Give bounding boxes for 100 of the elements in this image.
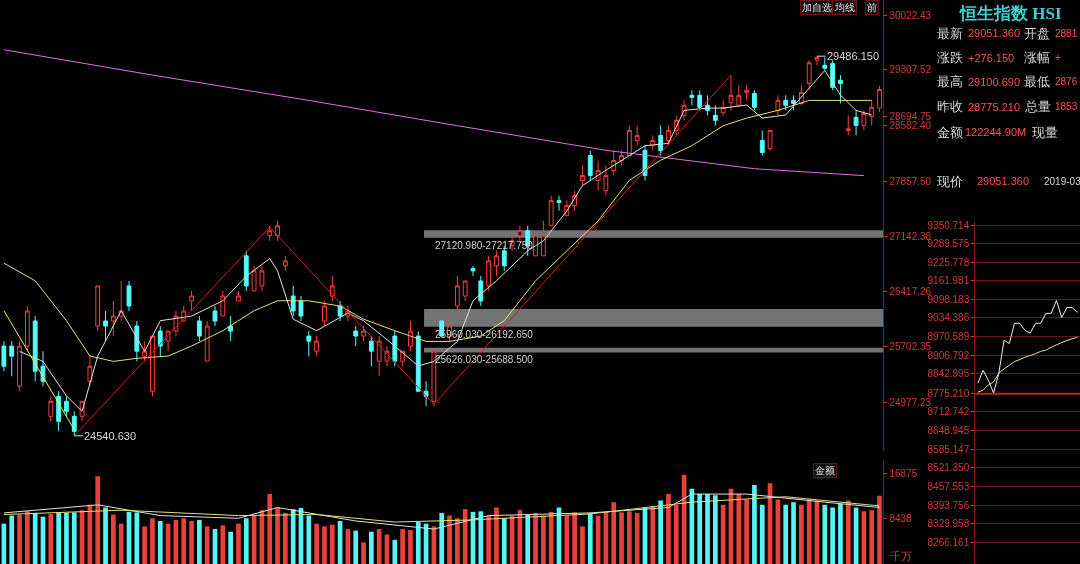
bar (142, 526, 147, 564)
candlestick (775, 94, 781, 116)
candlestick (337, 300, 343, 322)
bar (220, 525, 226, 564)
candlestick (470, 265, 476, 277)
bar (376, 529, 382, 564)
candlestick (267, 225, 273, 242)
candlestick (196, 315, 202, 342)
annotation: 29486.150 (827, 50, 879, 62)
bar (95, 476, 101, 564)
candlestick (759, 129, 765, 157)
candlestick (587, 149, 593, 182)
candlestick (595, 160, 601, 192)
candlestick (259, 265, 265, 292)
text: 最高 (937, 74, 963, 89)
bar (799, 504, 804, 564)
y-tick-label: 28694.75 (889, 111, 932, 123)
y-axis-title: 千万 (890, 550, 912, 562)
candlestick (228, 315, 234, 342)
bar (634, 512, 640, 564)
candlestick (728, 74, 734, 111)
line-series (3, 493, 881, 530)
bar (56, 512, 61, 564)
candlestick (408, 320, 413, 352)
bar (783, 504, 789, 564)
y-tick-label: 8970.589 (927, 331, 970, 343)
bar (736, 494, 742, 564)
candlestick (611, 149, 617, 177)
y-tick-label: 27857.50 (889, 175, 932, 187)
bar (759, 504, 765, 564)
bar (329, 524, 335, 564)
candlestick (251, 265, 257, 292)
bar (619, 512, 624, 564)
bar (650, 505, 656, 564)
text: +276.150 (968, 52, 1015, 64)
bar (611, 502, 617, 564)
bar (32, 512, 38, 564)
candlestick (353, 325, 359, 347)
candlestick (658, 124, 664, 157)
candlestick (791, 94, 796, 111)
text: 122244.90M (965, 126, 1027, 138)
line-series (19, 69, 873, 412)
y-tick-label: 8842.995 (927, 368, 970, 380)
bar (71, 512, 77, 564)
candlestick (32, 315, 38, 382)
candlestick (736, 84, 742, 106)
y-tick-label: 8521.350 (927, 462, 970, 474)
y-tick-label: 8329.958 (927, 518, 970, 530)
bar (9, 515, 15, 564)
candlestick (462, 280, 468, 302)
candlestick (752, 89, 757, 111)
candlestick (533, 235, 538, 257)
line-series (3, 99, 873, 362)
y-tick-label: 8457.553 (927, 480, 970, 492)
candlestick (454, 275, 460, 312)
text: 2876 (1055, 76, 1078, 87)
text: 最新 (937, 26, 963, 41)
bar (845, 500, 851, 564)
y-tick-label: 8266.161 (927, 536, 970, 548)
bar (189, 520, 194, 564)
candlestick (376, 335, 382, 377)
candlestick (744, 84, 750, 101)
candlestick (814, 55, 820, 66)
candlestick (236, 290, 241, 302)
candlestick (580, 165, 585, 187)
candlestick (24, 305, 30, 352)
bar (25, 511, 30, 564)
candlestick (603, 165, 609, 197)
candlestick (9, 340, 15, 377)
candlestick (838, 74, 843, 104)
candlestick (861, 109, 867, 131)
bar (697, 494, 703, 564)
candlestick (150, 335, 155, 397)
text: 金额 (937, 125, 963, 140)
bar (290, 509, 296, 564)
bar (877, 495, 882, 564)
y-tick-label: 9161.981 (927, 275, 970, 287)
text: 29051.360 (977, 175, 1029, 187)
y-tick-label: 8585.147 (927, 443, 970, 455)
y-tick-label: 8712.742 (927, 406, 970, 418)
bar (157, 520, 163, 564)
bar (541, 515, 546, 564)
bar (415, 522, 421, 564)
candlestick (220, 290, 226, 317)
text: 总量 (1024, 99, 1051, 114)
candlestick (415, 330, 421, 392)
y-tick-label: 8393.756 (927, 499, 970, 511)
candlestick (368, 335, 374, 367)
text: 2881 (1055, 28, 1078, 39)
y-tick-label: 8648.945 (927, 425, 970, 437)
candlestick (110, 300, 116, 337)
annotation: 加自选 (802, 2, 832, 13)
candlestick (142, 340, 148, 362)
bar (150, 518, 155, 564)
text: 现价 (937, 174, 963, 189)
bar (134, 512, 140, 564)
candlestick (517, 225, 523, 242)
bar (306, 515, 312, 564)
candlestick (548, 195, 554, 227)
candlestick (806, 59, 812, 91)
